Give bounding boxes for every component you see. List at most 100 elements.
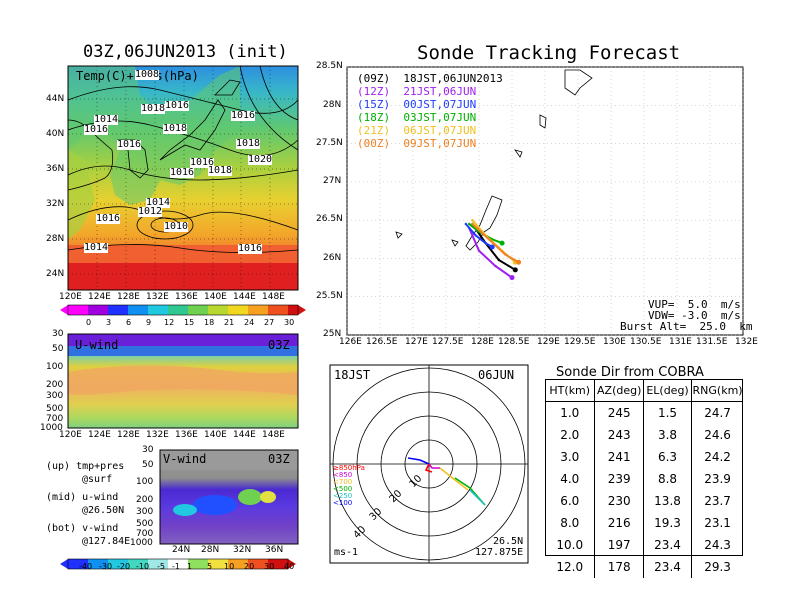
- cbar-tick: 20: [244, 562, 255, 571]
- table-row: 3.0 241 6.3 24.2: [545, 446, 743, 468]
- cbar-tick: 15: [184, 318, 195, 327]
- x-tick-label: 131E: [669, 337, 692, 347]
- note-line: @surf: [82, 474, 113, 485]
- x-tick-label: 131.5E: [696, 337, 728, 347]
- polar-units: ms-1: [334, 547, 359, 558]
- track-point: [494, 264, 497, 268]
- y-tick-label: 1000: [130, 538, 153, 548]
- isobar-label: 1016: [238, 243, 263, 254]
- cell: 23.7: [691, 490, 743, 512]
- isobar-label: 1008: [135, 69, 160, 80]
- y-tick-label: 28N: [323, 100, 342, 110]
- cell: 23.4: [642, 534, 693, 556]
- x-tick-label: 126.5E: [366, 337, 398, 347]
- y-tick-label: 27N: [323, 176, 342, 186]
- cell: 4.0: [545, 468, 596, 490]
- cbar-tick: 5: [207, 562, 213, 571]
- cbar-tick: 12: [164, 318, 175, 327]
- cell: 24.2: [691, 446, 743, 468]
- x-tick-label: 124E: [88, 430, 111, 440]
- x-tick-label: 136E: [175, 430, 198, 440]
- polar-lon: 127.875E: [475, 547, 524, 558]
- x-tick-label: 136E: [175, 292, 198, 302]
- u-wind-time: 03Z: [268, 338, 290, 352]
- run-legend-item: (12Z) 21JST,06JUN: [357, 85, 477, 98]
- track-point: [467, 222, 471, 226]
- track-line: [468, 227, 513, 279]
- left-map-title: 03Z,06JUN2013 (init): [83, 42, 288, 62]
- y-tick-label: 1000: [40, 423, 63, 433]
- cbar-tick: -5: [157, 562, 165, 571]
- track-point: [499, 240, 505, 246]
- cell: 8.0: [545, 512, 596, 534]
- isobar-label: 1016: [84, 124, 109, 135]
- x-tick-label: 127E: [405, 337, 428, 347]
- cbar-tick: 9: [146, 318, 152, 327]
- y-tick-label: 36N: [46, 164, 65, 174]
- column-header: EL(deg): [642, 379, 693, 402]
- track-point: [471, 222, 474, 226]
- column-header: HT(km): [545, 379, 596, 402]
- cell: 24.7: [691, 401, 743, 424]
- cell: 23.1: [691, 512, 743, 534]
- y-tick-label: 50: [142, 460, 154, 470]
- cbar-tick: 40: [284, 562, 295, 571]
- cell: 12.0: [545, 556, 596, 578]
- v-wind-panel: [159, 449, 299, 545]
- x-tick-label: 148E: [262, 430, 285, 440]
- cbar-tick: -10: [136, 562, 150, 571]
- track-point: [512, 267, 518, 273]
- cbar-tick: 27: [264, 318, 275, 327]
- x-tick-label: 128E: [117, 430, 140, 440]
- y-tick-label: 30: [52, 329, 64, 339]
- polar-date: 06JUN: [478, 368, 515, 382]
- cbar-tick: -20: [117, 562, 131, 571]
- y-tick-label: 26.5N: [316, 214, 343, 224]
- y-tick-label: 100: [46, 362, 64, 372]
- y-tick-label: 32N: [46, 199, 65, 209]
- cell: 10.0: [545, 534, 596, 556]
- track-point: [487, 238, 491, 241]
- isobar-label: 1018: [236, 138, 261, 149]
- cbar-tick: 24: [244, 318, 255, 327]
- x-tick-label: 129.5E: [564, 337, 596, 347]
- isobar-label: 1018: [141, 103, 166, 114]
- u-wind-label: U-wind: [75, 338, 119, 352]
- y-tick-label: 28.5N: [316, 61, 343, 71]
- y-tick-label: 25.5N: [316, 291, 343, 301]
- v-colorbar: [60, 558, 296, 570]
- track-line: [471, 223, 520, 264]
- isobar-label: 1020: [248, 154, 273, 165]
- y-tick-label: 40N: [46, 129, 65, 139]
- table-header-row: HT(km) AZ(deg) EL(deg) RNG(km): [545, 379, 743, 402]
- x-tick-label: 132E: [146, 430, 169, 440]
- run-legend-item: (15Z) 00JST,07JUN: [357, 98, 477, 111]
- cell: 2.0: [545, 424, 596, 446]
- track-point: [516, 259, 522, 265]
- cell: 1.5: [642, 401, 693, 424]
- cell: 243: [594, 424, 644, 446]
- y-tick-label: 100: [136, 477, 154, 487]
- y-tick-label: 44N: [46, 94, 65, 104]
- x-tick-label: 130.5E: [630, 337, 662, 347]
- table-row: 4.0 239 8.8 23.9: [545, 468, 743, 490]
- table-row: 8.0 216 19.3 23.1: [545, 512, 743, 534]
- y-tick-label: 300: [46, 391, 64, 401]
- sonde-dir-table: HT(km) AZ(deg) EL(deg) RNG(km) 1.0 245 1…: [545, 379, 743, 578]
- y-tick-label: 700: [46, 414, 64, 424]
- polar-lat: 26.5N: [493, 536, 524, 547]
- table-row: 6.0 230 13.8 23.7: [545, 490, 743, 512]
- column-header: RNG(km): [691, 379, 743, 402]
- cbar-tick: -40: [79, 562, 93, 571]
- cell: 1.0: [545, 401, 596, 424]
- x-tick-label: 140E: [204, 430, 227, 440]
- x-tick-label: 128E: [471, 337, 494, 347]
- cbar-tick: 10: [224, 562, 235, 571]
- cell: 178: [594, 556, 644, 578]
- tracking-map: [346, 66, 744, 336]
- u-wind-panel: [67, 333, 299, 429]
- track-point: [509, 275, 515, 281]
- cbar-tick: 1: [187, 562, 193, 571]
- run-legend-item: (09Z) 18JST,06JUN2013: [357, 72, 503, 85]
- x-tick-label: 128.5E: [498, 337, 530, 347]
